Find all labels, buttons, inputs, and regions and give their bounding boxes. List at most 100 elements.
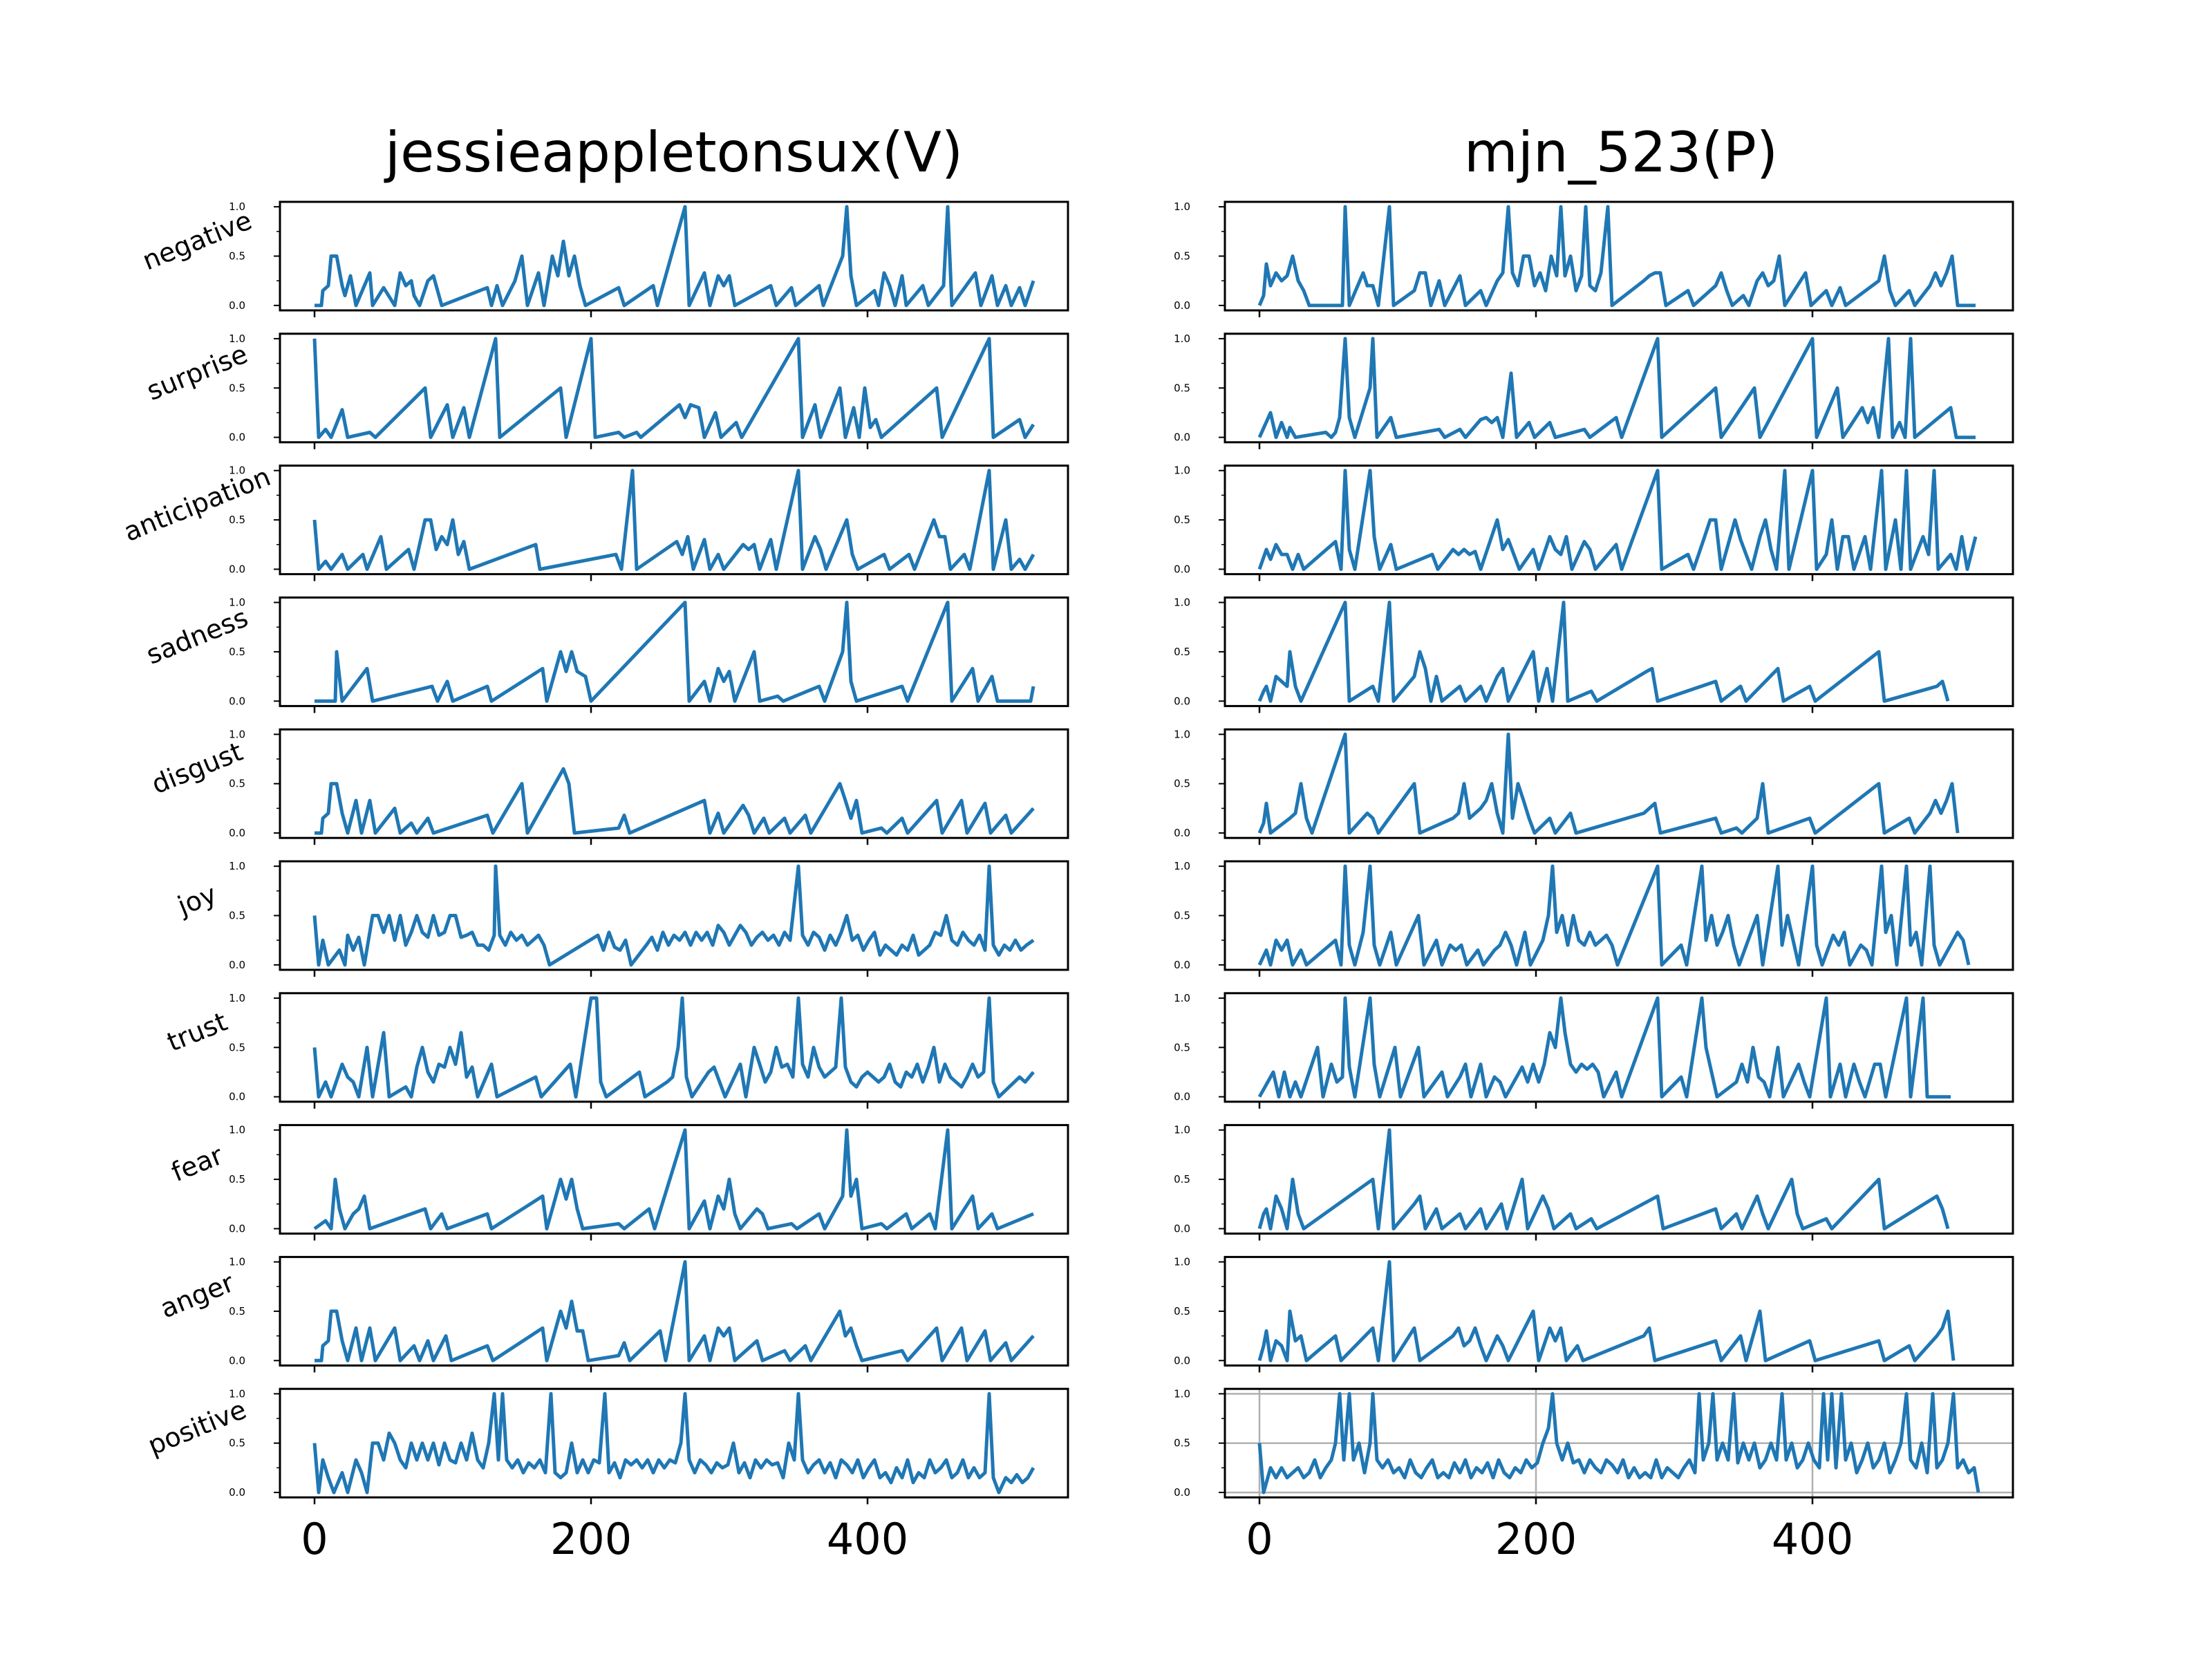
left-series-positive <box>312 1391 1035 1494</box>
right-panel-surprise: 0.0 0.5 1.0 <box>1174 332 2014 449</box>
right-chart-title: mjn_523(P) <box>1464 120 1778 185</box>
right-panel-negative: 0.0 0.5 1.0 <box>1174 200 2014 317</box>
row-label-anticipation: anticipation <box>120 461 275 547</box>
y-tick-label: 0.0 <box>1174 563 1190 575</box>
row-label-surprise: surprise <box>142 339 252 406</box>
y-tick-label: 0.0 <box>229 299 245 312</box>
y-tick-label: 0.0 <box>1174 431 1190 444</box>
y-tick-label: 1.0 <box>1174 728 1190 740</box>
left-series-anticipation <box>312 469 1035 571</box>
right-series-trust <box>1257 996 1951 1099</box>
right-series-negative <box>1257 205 1976 308</box>
y-tick-label: 1.0 <box>229 200 245 213</box>
y-tick-label: 1.0 <box>1174 465 1190 477</box>
x-tick-label: 200 <box>1495 1514 1577 1564</box>
y-tick-label: 0.5 <box>229 1305 245 1318</box>
row-label-positive: positive <box>144 1394 251 1461</box>
row-label-sadness: sadness <box>142 602 252 671</box>
y-tick-label: 0.5 <box>229 1173 245 1185</box>
row-label-joy: joy <box>173 879 221 921</box>
y-tick-label: 1.0 <box>229 1387 245 1400</box>
right-panel-joy: 0.0 0.5 1.0 <box>1174 860 2014 977</box>
right-series-joy <box>1257 864 1971 967</box>
x-tick-label: 400 <box>1772 1514 1853 1564</box>
y-tick-label: 1.0 <box>1174 860 1190 872</box>
y-tick-label: 0.0 <box>1174 299 1190 312</box>
y-tick-label: 0.5 <box>1174 1305 1190 1318</box>
x-tick-label: 400 <box>827 1514 908 1564</box>
row-label-negative: negative <box>138 205 256 276</box>
subplot-grid: 0.00.51.0negative0.00.51.0surprise0.00.5… <box>120 200 2014 1564</box>
left-series-negative <box>315 205 1035 308</box>
y-tick-label: 0.5 <box>1174 778 1190 790</box>
y-tick-label: 1.0 <box>229 728 245 740</box>
right-axes-frame <box>1224 1255 2014 1367</box>
y-tick-label: 1.0 <box>229 860 245 872</box>
left-axes-frame <box>279 332 1069 444</box>
y-tick-label: 0.0 <box>229 1486 245 1499</box>
right-series-fear <box>1257 1128 1950 1230</box>
y-tick-label: 0.0 <box>229 695 245 707</box>
y-tick-label: 0.5 <box>1174 382 1190 394</box>
y-tick-label: 0.5 <box>229 910 245 922</box>
left-series-sadness <box>315 601 1035 703</box>
x-tick-label: 0 <box>301 1514 328 1564</box>
y-tick-label: 0.5 <box>229 1437 245 1450</box>
left-axes-frame <box>279 1387 1069 1499</box>
x-tick-label: 200 <box>550 1514 632 1564</box>
y-tick-label: 0.0 <box>229 827 245 839</box>
y-tick-label: 0.5 <box>229 514 245 526</box>
left-axes-frame <box>279 992 1069 1103</box>
y-tick-label: 0.5 <box>229 382 245 394</box>
y-tick-label: 0.5 <box>229 778 245 790</box>
row-label-anger: anger <box>156 1267 238 1324</box>
x-tick-label: 0 <box>1246 1514 1273 1564</box>
y-tick-label: 0.0 <box>229 1222 245 1235</box>
left-series-trust <box>312 996 1035 1099</box>
left-panel-joy: 0.0 0.5 1.0 joy <box>173 860 1069 977</box>
row-label-disgust: disgust <box>147 736 247 800</box>
right-panel-anticipation: 0.0 0.5 1.0 <box>1174 465 2014 581</box>
row-label-fear: fear <box>167 1140 227 1188</box>
y-tick-label: 1.0 <box>229 992 245 1004</box>
y-tick-label: 0.5 <box>1174 250 1190 263</box>
y-tick-label: 0.0 <box>229 959 245 971</box>
right-series-disgust <box>1257 732 1960 835</box>
left-series-fear <box>313 1128 1034 1230</box>
right-panel-disgust: 0.0 0.5 1.0 <box>1174 728 2014 845</box>
y-tick-label: 0.0 <box>1174 1354 1190 1367</box>
y-tick-label: 1.0 <box>1174 597 1190 609</box>
left-series-disgust <box>315 767 1035 835</box>
right-panel-anger: 0.0 0.5 1.0 <box>1174 1255 2014 1373</box>
y-tick-label: 0.5 <box>229 250 245 263</box>
row-label-trust: trust <box>162 1006 231 1058</box>
y-tick-label: 0.0 <box>1174 1091 1190 1103</box>
right-series-surprise <box>1257 337 1976 440</box>
right-series-positive <box>1257 1391 1980 1494</box>
y-tick-label: 0.5 <box>1174 1173 1190 1185</box>
right-series-anticipation <box>1257 469 1978 571</box>
left-series-joy <box>312 864 1035 967</box>
y-tick-label: 0.5 <box>1174 1437 1190 1450</box>
y-tick-label: 1.0 <box>1174 992 1190 1004</box>
right-panel-trust: 0.0 0.5 1.0 <box>1174 992 2014 1109</box>
y-tick-label: 0.0 <box>229 1354 245 1367</box>
y-tick-label: 1.0 <box>1174 1124 1190 1136</box>
y-tick-label: 0.0 <box>1174 1486 1190 1499</box>
y-tick-label: 1.0 <box>229 1124 245 1136</box>
y-tick-label: 1.0 <box>229 465 245 477</box>
left-axes-frame <box>279 860 1069 971</box>
y-tick-label: 1.0 <box>229 332 245 345</box>
y-tick-label: 1.0 <box>229 597 245 609</box>
right-series-anger <box>1257 1260 1956 1362</box>
y-tick-label: 0.0 <box>1174 959 1190 971</box>
right-panel-positive: 0.0 0.5 1.0 0 200 400 <box>1174 1387 2014 1564</box>
